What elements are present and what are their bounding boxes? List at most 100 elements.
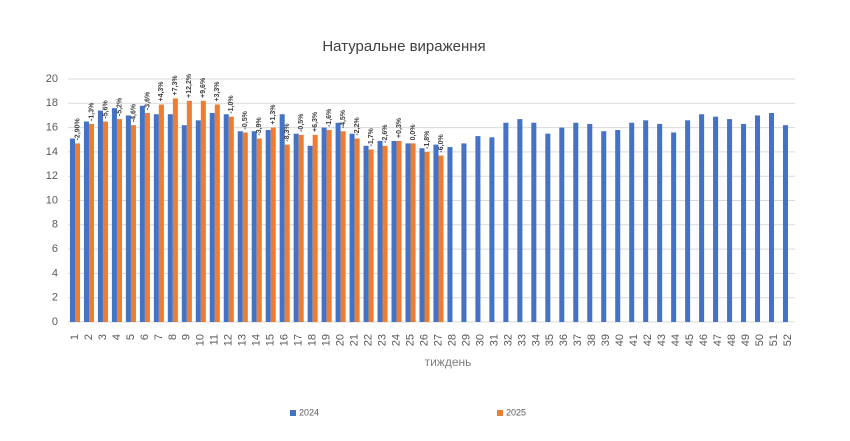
bar	[405, 143, 411, 322]
bar	[167, 114, 173, 322]
data-label: -1,8%	[424, 130, 431, 149]
bar	[130, 125, 136, 322]
x-tick-label: 34	[530, 334, 542, 346]
y-tick-label: 16	[46, 122, 58, 134]
bar	[102, 121, 108, 323]
x-tick-label: 4	[111, 334, 123, 340]
data-label: -0,5%	[298, 113, 305, 132]
bar	[307, 145, 313, 322]
x-tick-label: 50	[754, 334, 766, 346]
x-tick-label: 20	[335, 334, 347, 346]
bar	[573, 122, 579, 323]
bar	[195, 120, 201, 322]
bar	[139, 105, 145, 322]
data-label: -4,5%	[340, 109, 347, 128]
data-label: +6,3%	[312, 111, 319, 132]
bar	[629, 122, 635, 323]
data-label: -0,5%	[242, 110, 249, 129]
bar	[419, 148, 425, 322]
bar	[326, 130, 332, 322]
x-tick-label: 17	[293, 334, 305, 346]
x-tick-label: 5	[125, 334, 137, 340]
legend-label: 2025	[506, 407, 526, 417]
bar	[83, 121, 89, 323]
bar	[284, 144, 290, 322]
bar	[256, 138, 262, 322]
data-label: -3,6%	[144, 91, 151, 110]
x-tick-label: 26	[418, 334, 430, 346]
bar	[354, 138, 360, 322]
legend-swatch	[497, 410, 503, 416]
bar	[214, 104, 220, 322]
x-tick-label: 35	[544, 334, 556, 346]
x-axis-title: тиждень	[425, 355, 472, 369]
bar	[396, 140, 402, 322]
data-label: +3,3%	[214, 81, 221, 102]
bar	[363, 145, 369, 322]
bar	[699, 114, 705, 322]
x-tick-label: 16	[279, 334, 291, 346]
x-tick-label: 42	[642, 334, 654, 346]
data-label: -6,0%	[438, 133, 445, 152]
x-tick-label: 33	[516, 334, 528, 346]
x-tick-label: 14	[251, 334, 263, 346]
x-tick-label: 30	[474, 334, 486, 346]
bar	[727, 119, 733, 322]
x-tick-label: 52	[782, 334, 794, 346]
x-tick-label: 37	[572, 334, 584, 346]
bar	[340, 131, 346, 322]
bar	[270, 127, 276, 322]
x-tick-label: 38	[586, 334, 598, 346]
bar	[615, 130, 621, 322]
data-label: +0,3%	[396, 117, 403, 138]
bar	[237, 131, 243, 322]
bar	[382, 145, 388, 322]
bar	[265, 130, 271, 322]
data-label: -5,6%	[102, 99, 109, 118]
bar	[111, 108, 117, 322]
legend-label: 2024	[299, 407, 319, 417]
chart-title: Натуральне вираження	[322, 38, 485, 55]
bar	[503, 122, 509, 323]
y-tick-label: 10	[46, 194, 58, 206]
bar	[424, 151, 430, 322]
x-tick-label: 3	[97, 334, 109, 340]
x-tick-label: 29	[460, 334, 472, 346]
bar	[172, 98, 178, 322]
x-tick-label: 10	[195, 334, 207, 346]
x-tick-label: 21	[349, 334, 361, 346]
y-tick-label: 6	[52, 243, 58, 255]
y-tick-label: 8	[52, 219, 58, 231]
bar	[531, 122, 537, 323]
x-tick-label: 15	[265, 334, 277, 346]
legend-swatch	[290, 410, 296, 416]
x-tick-label: 27	[432, 334, 444, 346]
x-tick-label: 25	[404, 334, 416, 346]
data-label: -8,3%	[284, 123, 291, 142]
x-tick-label: 6	[139, 334, 151, 340]
bar	[293, 133, 299, 322]
bar	[685, 120, 691, 322]
bar	[335, 122, 341, 323]
bar	[438, 155, 444, 322]
x-tick-label: 19	[321, 334, 333, 346]
bar	[158, 104, 164, 322]
data-label: -3,9%	[256, 116, 263, 135]
x-tick-label: 18	[307, 334, 319, 346]
y-tick-label: 14	[46, 146, 58, 158]
bar	[517, 119, 523, 322]
x-tick-label: 41	[628, 334, 640, 346]
bar	[782, 125, 789, 322]
x-tick-label: 43	[656, 334, 668, 346]
x-tick-label: 7	[153, 334, 165, 340]
bar	[251, 131, 257, 322]
bar	[755, 115, 761, 322]
x-tick-label: 48	[726, 334, 738, 346]
x-tick-label: 45	[684, 334, 696, 346]
bar	[181, 125, 187, 322]
bar	[447, 147, 453, 322]
bar	[713, 116, 719, 322]
data-label: -2,90%	[74, 117, 81, 140]
y-tick-label: 18	[46, 97, 58, 109]
x-tick-label: 28	[446, 334, 458, 346]
